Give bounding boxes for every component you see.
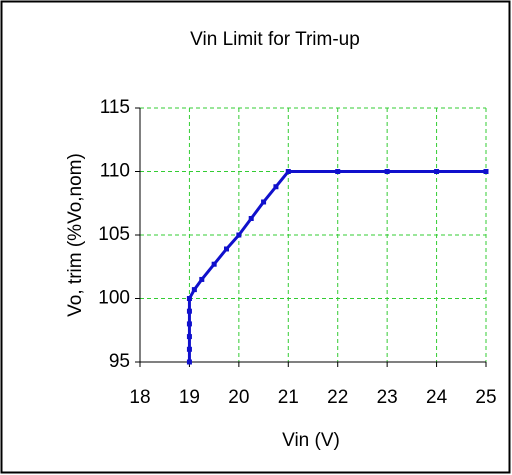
data-point xyxy=(236,232,242,238)
x-axis-label: Vin (V) xyxy=(282,430,340,451)
data-point xyxy=(199,276,205,282)
x-tick-label: 19 xyxy=(179,387,200,408)
data-point xyxy=(186,296,192,301)
data-point xyxy=(261,199,267,205)
data-point xyxy=(211,261,217,267)
y-tick-label: 115 xyxy=(100,97,130,118)
data-point xyxy=(434,169,440,174)
data-point xyxy=(335,169,341,174)
y-tick-label: 100 xyxy=(98,288,130,309)
y-tick-label: 110 xyxy=(100,161,130,182)
x-tick-label: 24 xyxy=(426,387,448,408)
chart-title: Vin Limit for Trim-up xyxy=(190,29,360,50)
y-tick-label: 95 xyxy=(109,351,130,372)
data-point xyxy=(186,346,192,352)
x-tick-label: 23 xyxy=(377,387,398,408)
data-point xyxy=(483,169,489,174)
y-axis-label: Vo, trim (%Vo,nom) xyxy=(65,153,86,317)
data-point xyxy=(186,359,192,365)
data-point xyxy=(273,184,279,190)
x-tick-label: 21 xyxy=(278,387,299,408)
data-point xyxy=(186,308,192,314)
y-tick-label: 105 xyxy=(98,224,130,245)
x-tick-label: 22 xyxy=(327,387,348,408)
data-point xyxy=(186,334,192,340)
x-tick-label: 20 xyxy=(228,387,249,408)
data-point xyxy=(224,246,229,252)
data-point xyxy=(186,321,192,327)
data-point xyxy=(285,169,291,174)
x-tick-label: 25 xyxy=(475,387,496,408)
data-point xyxy=(191,287,197,293)
data-point xyxy=(384,169,390,174)
x-tick-label: 18 xyxy=(129,387,150,408)
data-point xyxy=(248,215,254,221)
